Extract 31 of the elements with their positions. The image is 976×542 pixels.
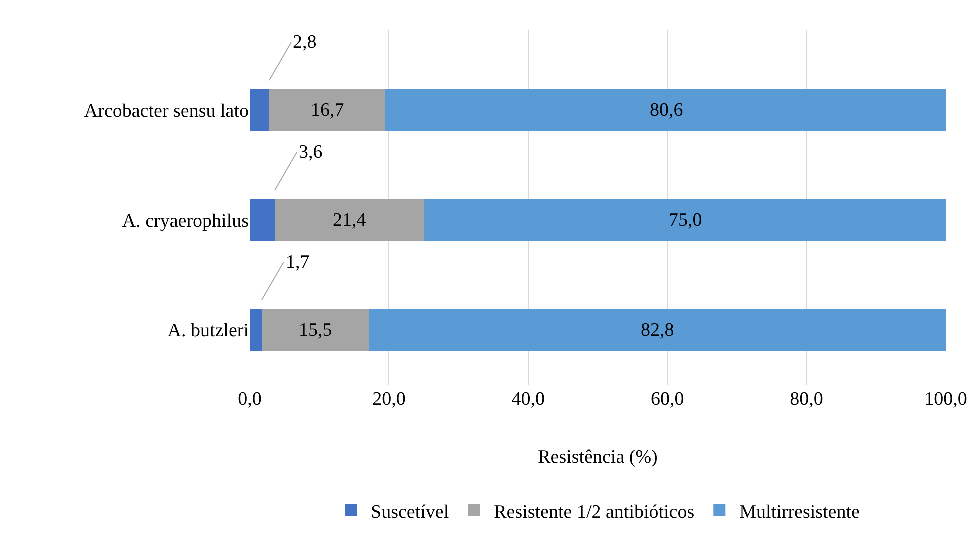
x-tick-label: 0,0 bbox=[238, 389, 262, 410]
data-label: 16,7 bbox=[311, 100, 344, 121]
bar bbox=[250, 89, 270, 132]
data-label: 2,8 bbox=[293, 32, 317, 53]
y-tick-label: A. cryaerophilus bbox=[122, 210, 249, 232]
bar bbox=[370, 309, 946, 351]
x-tick-label: 100,0 bbox=[924, 389, 968, 410]
x-tick-label: 80,0 bbox=[790, 389, 824, 410]
bar bbox=[424, 199, 946, 241]
bar bbox=[386, 89, 946, 132]
bar bbox=[250, 309, 262, 351]
bar bbox=[269, 89, 386, 132]
data-label: 1,7 bbox=[286, 252, 310, 273]
x-tick-label: 20,0 bbox=[372, 389, 406, 410]
data-label: 80,6 bbox=[650, 100, 684, 121]
bar bbox=[275, 199, 424, 241]
y-tick-label: A. butzleri bbox=[168, 320, 249, 342]
x-tick-label: 60,0 bbox=[650, 389, 684, 410]
x-axis-title: Resistência (%) bbox=[538, 446, 658, 468]
data-label: 82,8 bbox=[641, 320, 674, 341]
data-label: 3,6 bbox=[299, 142, 323, 163]
y-tick-label: Arcobacter sensu lato bbox=[84, 100, 249, 122]
data-label: 75,0 bbox=[669, 210, 702, 231]
legend-label: Resistente 1/2 antibióticos bbox=[494, 502, 695, 523]
bar bbox=[262, 309, 370, 351]
bar bbox=[250, 199, 276, 241]
data-label: 21,4 bbox=[333, 210, 367, 231]
legend-label: Suscetível bbox=[371, 502, 450, 523]
x-tick-label: 40,0 bbox=[512, 389, 546, 410]
data-label: 15,5 bbox=[299, 320, 332, 341]
legend-label: Multirresistente bbox=[740, 502, 860, 523]
